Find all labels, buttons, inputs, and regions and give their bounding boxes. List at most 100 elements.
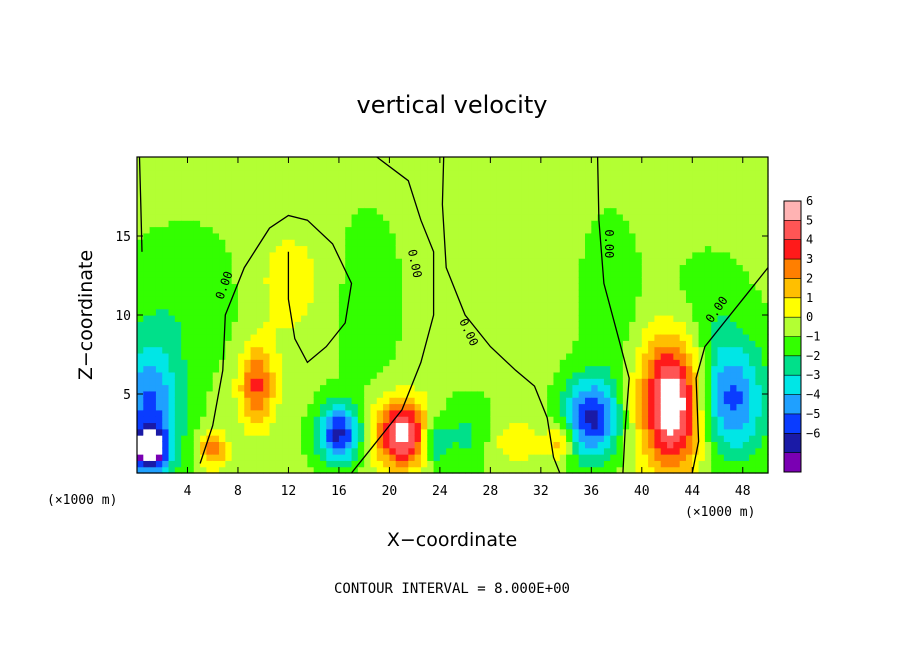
heat-cell (206, 365, 214, 373)
heat-cell (250, 340, 258, 348)
heat-cell (547, 277, 555, 284)
heat-cell (231, 340, 239, 348)
heat-cell (496, 460, 504, 468)
heat-cell (319, 315, 327, 322)
heat-cell (540, 352, 548, 360)
heat-cell (357, 428, 365, 436)
heat-cell (597, 201, 605, 209)
heat-cell (660, 207, 668, 215)
heat-cell (143, 397, 151, 405)
heat-cell (143, 163, 151, 171)
heat-cell (540, 283, 548, 291)
heat-cell (521, 302, 529, 310)
heat-cell (162, 447, 170, 455)
heat-cell (244, 308, 252, 316)
heat-cell (641, 371, 649, 379)
heat-cell (452, 327, 460, 335)
heat-cell (515, 194, 523, 202)
heat-cell (420, 460, 428, 468)
heat-cell (521, 352, 529, 360)
heat-cell (143, 201, 151, 209)
heat-cell (181, 289, 189, 297)
heat-cell (326, 327, 334, 335)
heat-cell (326, 232, 334, 240)
heat-cell (698, 264, 706, 272)
heat-cell (654, 365, 662, 373)
heat-cell (540, 346, 548, 354)
heat-cell (755, 296, 763, 303)
heat-cell (351, 226, 359, 234)
heat-cell (610, 226, 618, 234)
heat-cell (263, 264, 271, 272)
heat-cell (332, 277, 340, 284)
heat-cell (685, 175, 693, 183)
heat-cell (149, 220, 157, 228)
heat-cell (301, 264, 308, 272)
heat-cell (515, 384, 523, 392)
heat-cell (540, 454, 548, 461)
heat-cell (420, 403, 428, 411)
heat-cell (484, 251, 491, 259)
heat-cell (553, 226, 561, 234)
heat-cell (168, 270, 176, 278)
heat-cell (528, 359, 536, 367)
heat-cell (155, 340, 163, 348)
heat-cell (509, 315, 517, 322)
heat-cell (667, 466, 674, 474)
heat-cell (477, 220, 485, 228)
heat-cell (465, 283, 473, 291)
heat-cell (698, 460, 706, 468)
heat-cell (711, 435, 719, 442)
heat-cell (578, 194, 586, 202)
heat-cell (521, 454, 529, 461)
heat-cell (692, 188, 700, 196)
heat-cell (357, 182, 365, 190)
heat-cell (578, 378, 586, 386)
heat-cell (559, 359, 567, 367)
heat-cell (288, 454, 296, 461)
heat-cell (345, 175, 353, 183)
heat-cell (629, 403, 637, 411)
heat-cell (603, 416, 611, 424)
heat-cell (685, 441, 693, 449)
heat-cell (730, 352, 738, 360)
heat-cell (433, 447, 441, 455)
heat-cell (698, 188, 706, 196)
heat-cell (200, 207, 208, 215)
heat-cell (357, 346, 365, 354)
heat-cell (566, 416, 573, 424)
heat-cell (572, 352, 580, 360)
heat-cell (395, 365, 403, 373)
heat-cell (585, 277, 592, 284)
heat-cell (383, 333, 390, 341)
heat-cell (679, 466, 687, 474)
heat-cell (244, 188, 252, 196)
heat-cell (389, 422, 397, 430)
heat-cell (206, 182, 214, 190)
heat-cell (742, 346, 750, 354)
heat-cell (319, 460, 327, 468)
heat-cell (439, 239, 447, 247)
heat-cell (641, 352, 649, 360)
heat-cell (654, 258, 662, 266)
heat-cell (685, 416, 693, 424)
heat-cell (250, 416, 258, 424)
heat-cell (313, 321, 321, 329)
heat-cell (761, 258, 769, 266)
heat-cell (395, 182, 403, 190)
heat-cell (471, 397, 479, 405)
heat-cell (193, 245, 201, 253)
heat-cell (502, 289, 510, 297)
heat-cell (313, 308, 321, 316)
heat-cell (427, 359, 435, 367)
heat-cell (490, 226, 498, 234)
heat-cell (376, 359, 384, 367)
heat-cell (553, 371, 561, 379)
heat-cell (692, 302, 700, 310)
heat-cell (212, 232, 220, 240)
heat-cell (256, 409, 264, 417)
heat-cell (244, 302, 252, 310)
heat-cell (496, 315, 504, 322)
heat-cell (749, 321, 756, 329)
heat-cell (174, 182, 182, 190)
